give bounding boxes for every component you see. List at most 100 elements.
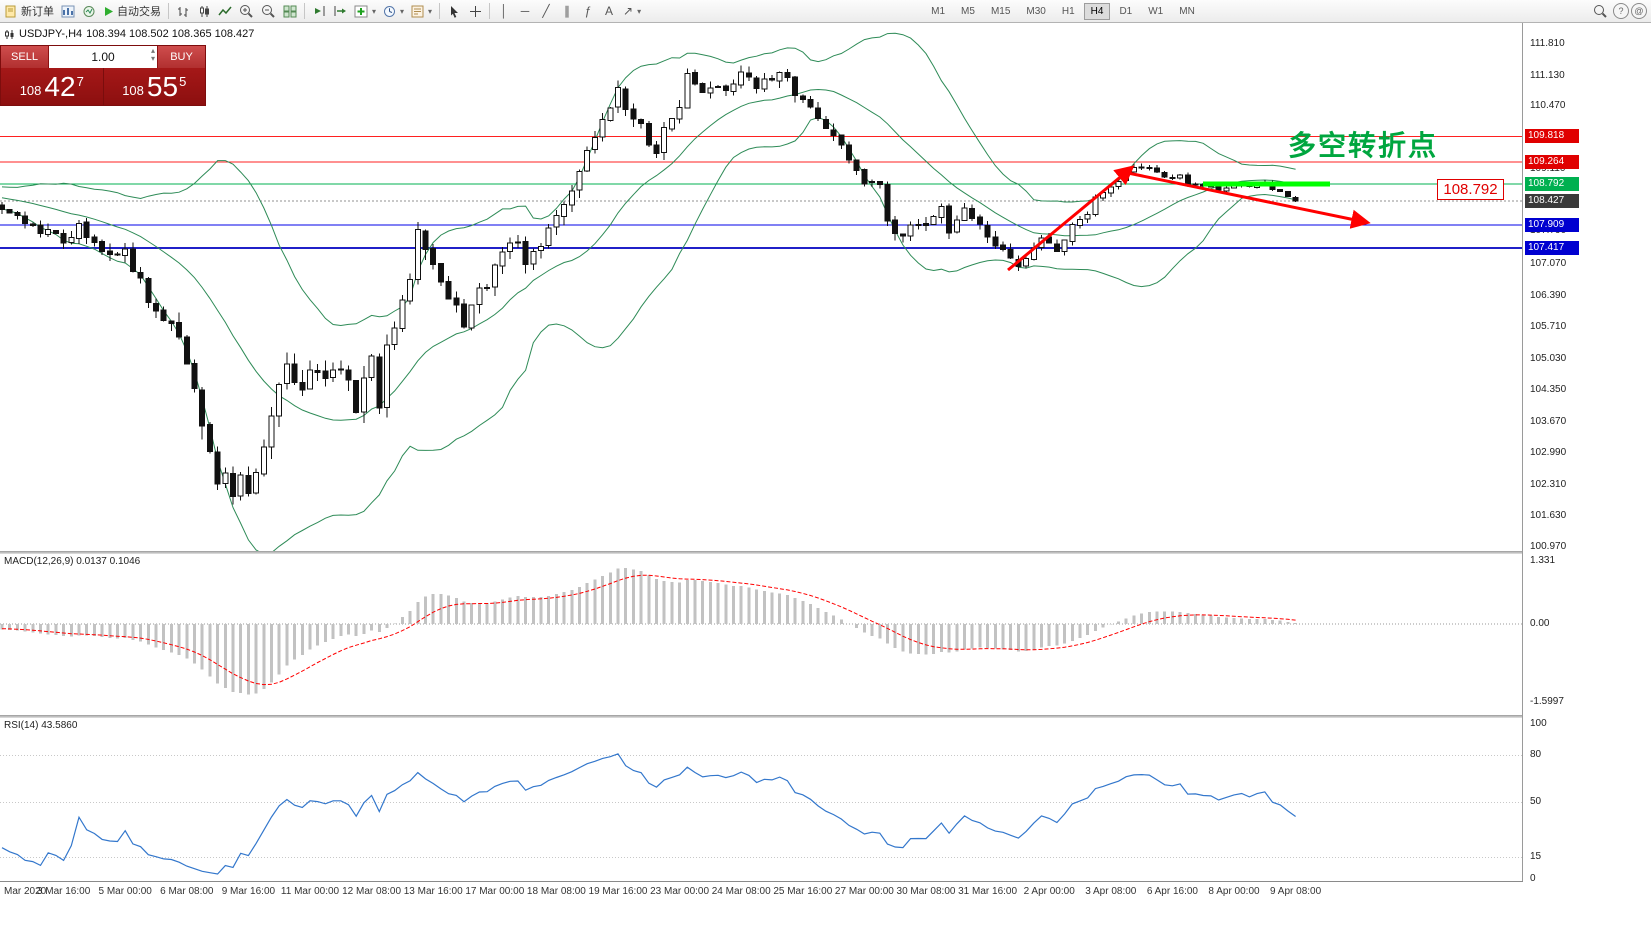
macd-pane[interactable]: MACD(12,26,9) 0.0137 0.1046 [0, 554, 1523, 715]
axis-label: 105.030 [1530, 353, 1567, 364]
help-icon[interactable]: ? [1613, 3, 1629, 19]
price-level-tag: 107.909 [1525, 218, 1579, 232]
arrows-tool-button[interactable]: ↗ ▾ [620, 1, 644, 21]
market-watch-button[interactable] [79, 1, 99, 21]
clock-icon [384, 5, 396, 17]
line-chart-button[interactable] [215, 1, 235, 21]
fibonacci-icon: ƒ [584, 4, 592, 18]
templates-button[interactable]: ▾ [408, 1, 435, 21]
annotation-text[interactable]: 多空转折点 [1288, 130, 1439, 161]
pane-separator[interactable] [0, 715, 1651, 718]
chart-shift-button[interactable] [330, 1, 350, 21]
timeframe-d1[interactable]: D1 [1119, 5, 1133, 17]
timeframe-mn[interactable]: MN [1179, 5, 1195, 17]
axis-label: 80 [1530, 749, 1542, 760]
axis-label: 102.990 [1530, 447, 1567, 458]
symbol-ohlc: 108.394 108.502 108.365 108.427 [86, 28, 255, 40]
one-click-trading-panel: SELL 1.00 ▴ ▾ BUY 108 42 7 [0, 45, 206, 106]
sell-price-sup: 7 [76, 74, 84, 89]
axis-label: 0 [1530, 873, 1536, 884]
auto-scroll-button[interactable] [309, 1, 329, 21]
periods-button[interactable]: ▾ [380, 1, 407, 21]
timeframe-m30[interactable]: M30 [1026, 5, 1046, 17]
search-button[interactable] [1590, 1, 1611, 21]
rsi-svg [0, 753, 1523, 875]
vertical-line-button[interactable]: │ [494, 1, 514, 21]
toolbar-separator [304, 3, 305, 19]
axis-label: 102.310 [1530, 479, 1567, 490]
sell-price-base: 108 [19, 83, 42, 98]
macd-name: MACD(12,26,9) [4, 556, 74, 567]
sell-price-button[interactable]: 108 42 7 [1, 68, 103, 105]
price-axis[interactable]: 111.810111.130110.470109.110107.790107.0… [1523, 23, 1651, 945]
zoom-in-button[interactable] [236, 1, 257, 21]
axis-label: 110.470 [1530, 100, 1566, 111]
crosshair-icon [469, 5, 481, 17]
bar-chart-button[interactable] [173, 1, 193, 21]
chart-window-button[interactable] [58, 1, 78, 21]
fibonacci-button[interactable]: ƒ [578, 1, 598, 21]
timeframe-h1[interactable]: H1 [1061, 5, 1075, 17]
time-axis[interactable]: Mar 2020 3 Mar 16:00 5 Mar 00:00 6 Mar 08:0… [0, 884, 1523, 904]
dropdown-caret-icon: ▾ [372, 6, 377, 16]
community-icon[interactable]: @ [1631, 3, 1647, 19]
axis-label: 104.350 [1530, 384, 1567, 395]
dropdown-caret-icon: ▾ [400, 6, 405, 16]
symbol-info: USDJPY-,H4 108.394 108.502 108.365 108.4… [4, 28, 254, 40]
autotrading-button[interactable]: 自动交易 [100, 1, 164, 21]
horizontal-line-button[interactable]: ─ [515, 1, 535, 21]
time-label: 2 Apr 00:00 [1023, 886, 1075, 897]
channel-button[interactable]: ∥ [557, 1, 577, 21]
volume-down-icon[interactable]: ▾ [150, 54, 155, 63]
volume-input[interactable]: 1.00 ▴ ▾ [48, 46, 158, 68]
text-label-button[interactable]: A [599, 1, 619, 21]
search-icon [1594, 5, 1607, 18]
rsi-pane[interactable]: RSI(14) 43.5860 [0, 718, 1523, 881]
buy-price-big: 55 [146, 71, 179, 102]
timeframe-w1[interactable]: W1 [1148, 5, 1164, 17]
trend-arrow-up[interactable] [1007, 165, 1135, 272]
rsi-value: 43.5860 [41, 720, 78, 731]
buy-button[interactable]: BUY [158, 46, 205, 68]
macd-label: MACD(12,26,9) 0.0137 0.1046 [4, 556, 140, 567]
trend-arrow-down[interactable] [1127, 171, 1371, 229]
axis-label: 107.070 [1530, 258, 1567, 269]
tile-windows-button[interactable] [280, 1, 300, 21]
channel-icon: ∥ [564, 4, 571, 18]
volume-up-icon[interactable]: ▴ [150, 46, 155, 55]
candlestick-chart-button[interactable] [194, 1, 214, 21]
dropdown-caret-icon: ▾ [428, 6, 433, 16]
zoom-out-button[interactable] [258, 1, 279, 21]
rsi-label: RSI(14) 43.5860 [4, 720, 77, 731]
main-chart-pane[interactable]: USDJPY-,H4 108.394 108.502 108.365 108.4… [0, 23, 1523, 551]
axis-label: 105.710 [1530, 321, 1567, 332]
new-order-label: 新订单 [21, 6, 54, 18]
dropdown-caret-icon: ▾ [637, 6, 642, 16]
line-chart-icon [218, 6, 232, 15]
sell-price-big: 42 [44, 71, 76, 102]
timeframe-h4[interactable]: H4 [1083, 2, 1111, 20]
new-order-button[interactable]: 新订单 [2, 1, 57, 21]
indicators-button[interactable]: ▾ [351, 1, 379, 21]
pane-separator[interactable] [0, 551, 1651, 554]
axis-label: 100 [1530, 718, 1547, 729]
volume-value: 1.00 [91, 50, 115, 64]
timeframe-m5[interactable]: M5 [961, 5, 975, 17]
timeframe-m1[interactable]: M1 [931, 5, 946, 17]
arrow-tool-icon: ↗ [623, 4, 634, 18]
price-level-tag: 108.427 [1525, 194, 1579, 208]
axis-divider [1522, 23, 1523, 881]
price-tag-callout[interactable]: 108.792 [1437, 179, 1504, 200]
volume-spinner: ▴ ▾ [151, 47, 155, 63]
toolbar-separator [168, 3, 169, 19]
timeframe-m15[interactable]: M15 [990, 5, 1011, 17]
axis-label: -1.5997 [1530, 696, 1564, 707]
cursor-button[interactable] [444, 1, 464, 21]
buy-price-button[interactable]: 108 55 5 [104, 68, 206, 105]
time-label: 27 Mar 00:00 [834, 886, 894, 897]
crosshair-button[interactable] [465, 1, 485, 21]
sell-button[interactable]: SELL [1, 46, 48, 68]
symbol-chart-icon [5, 29, 14, 39]
timeframe-group: M1 M5 M15 M30 H1 H4 D1 W1 MN [923, 2, 1203, 20]
trendline-button[interactable]: ╱ [536, 1, 556, 21]
